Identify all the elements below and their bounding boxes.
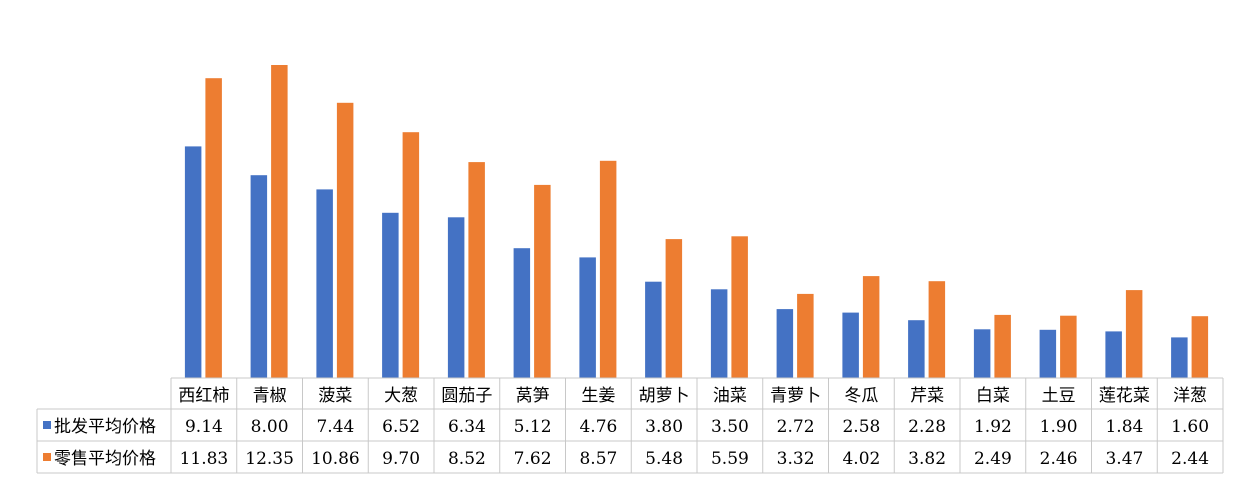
data-label: 7.44 [316, 417, 354, 437]
category-label: 洋葱 [1173, 386, 1207, 406]
data-label: 4.02 [842, 449, 880, 469]
bar-wholesale-7 [645, 281, 662, 378]
bar-retail-8 [731, 236, 748, 378]
category-label: 胡萝卜 [639, 386, 690, 406]
category-label: 土豆 [1042, 386, 1076, 406]
bar-wholesale-1 [250, 175, 268, 378]
bar-wholesale-3 [382, 212, 399, 378]
category-label: 圆茄子 [441, 386, 492, 406]
data-label: 2.44 [1171, 449, 1209, 469]
data-label: 2.28 [908, 417, 946, 437]
bar-wholesale-2 [316, 189, 333, 378]
data-label: 8.00 [251, 417, 289, 437]
category-label: 青椒 [253, 386, 287, 406]
bar-retail-12 [994, 314, 1011, 378]
category-label: 菠菜 [318, 386, 352, 406]
data-label: 8.52 [448, 449, 486, 469]
category-label: 冬瓜 [844, 386, 878, 406]
bar-retail-4 [468, 162, 485, 378]
data-label: 3.47 [1105, 449, 1143, 469]
legend-key-1 [43, 453, 51, 461]
category-label: 生姜 [581, 386, 615, 406]
category-label: 大葱 [384, 386, 418, 406]
data-label: 5.59 [711, 449, 749, 469]
data-label: 2.49 [974, 449, 1012, 469]
data-label: 1.92 [974, 417, 1012, 437]
data-label: 9.70 [382, 449, 420, 469]
bar-wholesale-12 [973, 329, 991, 378]
data-label: 2.72 [777, 417, 815, 437]
category-label: 青萝卜 [770, 386, 821, 406]
bar-retail-7 [665, 239, 683, 378]
data-label: 11.83 [180, 449, 229, 469]
data-label: 1.84 [1105, 417, 1143, 437]
data-label: 1.60 [1171, 417, 1209, 437]
bar-retail-11 [928, 281, 946, 378]
legend-label: 零售平均价格 [54, 449, 156, 469]
bar-wholesale-11 [908, 320, 925, 378]
category-label: 莴笋 [516, 386, 550, 406]
data-label: 5.48 [645, 449, 683, 469]
data-label: 1.90 [1040, 417, 1078, 437]
data-label: 7.62 [514, 449, 552, 469]
data-label: 4.76 [579, 417, 617, 437]
data-label: 3.50 [711, 417, 749, 437]
legend-label: 批发平均价格 [54, 417, 156, 437]
bar-retail-14 [1125, 290, 1143, 378]
legend-key-0 [43, 421, 51, 429]
data-label: 2.46 [1040, 449, 1078, 469]
category-label: 白菜 [976, 386, 1010, 406]
bar-retail-15 [1191, 316, 1209, 378]
data-label: 6.34 [448, 417, 486, 437]
data-label: 8.57 [579, 449, 617, 469]
bar-wholesale-10 [842, 312, 859, 378]
bar-retail-1 [271, 65, 288, 378]
bar-wholesale-14 [1105, 331, 1122, 378]
bar-retail-13 [1060, 315, 1077, 378]
data-label: 3.82 [908, 449, 946, 469]
data-label: 10.86 [311, 449, 360, 469]
bar-retail-9 [797, 293, 814, 378]
data-label: 12.35 [245, 449, 294, 469]
bar-wholesale-4 [447, 217, 465, 378]
bar-wholesale-13 [1039, 329, 1057, 378]
bar-retail-3 [402, 132, 420, 378]
data-label: 3.80 [645, 417, 683, 437]
bar-wholesale-8 [710, 289, 728, 378]
category-label: 莲花菜 [1099, 386, 1150, 406]
data-label: 2.58 [842, 417, 880, 437]
bar-wholesale-15 [1171, 337, 1188, 378]
bar-retail-2 [336, 102, 354, 379]
bar-retail-10 [862, 276, 880, 378]
category-label: 西红柿 [178, 386, 229, 406]
data-label: 6.52 [382, 417, 420, 437]
bar-retail-5 [534, 184, 551, 378]
bar-retail-6 [599, 160, 617, 378]
data-label: 5.12 [514, 417, 552, 437]
bar-retail-0 [205, 78, 222, 378]
bar-wholesale-5 [513, 248, 531, 378]
category-label: 芹菜 [910, 386, 944, 406]
bar-wholesale-6 [579, 257, 596, 378]
bar-wholesale-0 [184, 146, 202, 378]
bar-wholesale-9 [776, 309, 794, 378]
data-label: 3.32 [777, 449, 815, 469]
category-label: 油菜 [713, 386, 747, 406]
data-label: 9.14 [185, 417, 223, 437]
